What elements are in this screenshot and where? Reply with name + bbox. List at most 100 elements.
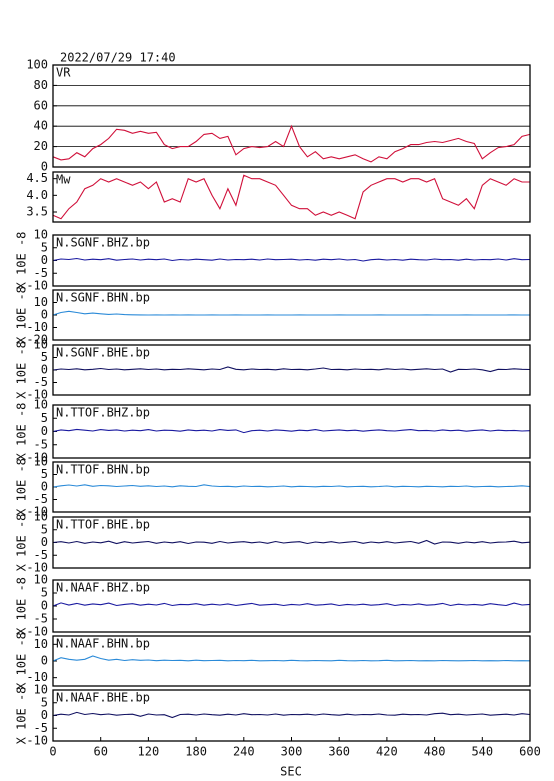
x-tick-label: 600	[519, 745, 541, 759]
panel-label: N.SGNF.BHZ.bp	[56, 236, 150, 250]
y-tick-label: 5	[41, 467, 48, 481]
y-tick-label: -5	[34, 437, 48, 451]
y-tick-label: -5	[34, 492, 48, 506]
x-tick-label: 240	[233, 745, 255, 759]
y-tick-label: -5	[34, 266, 48, 280]
y-tick-label: 10	[34, 455, 48, 469]
y-axis-label: X 10E -8	[15, 514, 29, 572]
y-axis-label: X 10E -8	[15, 632, 29, 690]
y-tick-label: 5	[41, 240, 48, 254]
y-tick-label: 10	[34, 338, 48, 352]
y-tick-label: 100	[26, 58, 48, 72]
y-axis-label: X 10E -8	[15, 232, 29, 290]
y-tick-label: 5	[41, 350, 48, 364]
y-axis-label: X 10E -8	[15, 458, 29, 516]
y-tick-label: 10	[34, 228, 48, 242]
y-tick-label: 40	[34, 119, 48, 133]
series-line	[52, 602, 531, 607]
series-line	[52, 711, 531, 719]
panel-frame	[52, 289, 531, 341]
x-tick-label: 480	[424, 745, 446, 759]
chart-title: 2022/07/29 17:40	[60, 51, 176, 65]
x-tick-label: 420	[376, 745, 398, 759]
y-tick-label: 4.0	[26, 188, 48, 202]
y-tick-label: 0	[41, 708, 48, 722]
y-tick-label: 10	[34, 295, 48, 309]
x-tick-label: 0	[49, 745, 56, 759]
panel-label: N.SGNF.BHN.bp	[56, 291, 150, 305]
y-axis-label: X 10E -8	[15, 403, 29, 461]
y-tick-label: -10	[26, 505, 48, 519]
y-tick-label: -5	[34, 548, 48, 562]
y-tick-label: 10	[34, 398, 48, 412]
y-tick-label: -10	[26, 670, 48, 684]
x-tick-label: 360	[328, 745, 350, 759]
series-line	[52, 174, 530, 220]
series-line	[52, 257, 531, 262]
y-tick-label: 80	[34, 78, 48, 92]
series-line	[52, 655, 531, 662]
series-line	[52, 124, 531, 163]
panel-label: N.SGNF.BHE.bp	[56, 346, 150, 360]
y-tick-label: 0	[41, 160, 48, 174]
series-line	[52, 539, 531, 545]
y-axis-label: X 10E -8	[15, 286, 29, 344]
y-tick-label: 5	[41, 411, 48, 425]
panel-label: N.TTOF.BHZ.bp	[56, 406, 150, 420]
y-tick-label: -20	[26, 333, 48, 347]
y-tick-label: -10	[26, 388, 48, 402]
y-tick-label: 0	[41, 253, 48, 267]
panel-label: N.NAAF.BHZ.bp	[56, 581, 150, 595]
x-tick-label: 540	[471, 745, 493, 759]
y-tick-label: 0	[41, 308, 48, 322]
y-axis-label: X 10E -8	[15, 577, 29, 635]
panel-label: N.NAAF.BHE.bp	[56, 691, 150, 705]
x-tick-label: 180	[185, 745, 207, 759]
panel-frame	[52, 516, 531, 569]
panel-frame	[52, 461, 531, 513]
panel-label: N.TTOF.BHN.bp	[56, 463, 150, 477]
y-tick-label: 0	[41, 599, 48, 613]
x-tick-label: 60	[93, 745, 107, 759]
y-tick-label: 0	[41, 363, 48, 377]
y-tick-label: 10	[34, 683, 48, 697]
y-tick-label: -10	[26, 625, 48, 639]
y-tick-label: -10	[26, 451, 48, 465]
y-tick-label: -5	[34, 375, 48, 389]
y-tick-label: 0	[41, 535, 48, 549]
y-tick-label: 60	[34, 98, 48, 112]
y-tick-label: 10	[34, 637, 48, 651]
y-tick-label: -5	[34, 721, 48, 735]
y-tick-label: -10	[26, 561, 48, 575]
y-tick-label: -10	[26, 279, 48, 293]
y-tick-label: 5	[41, 522, 48, 536]
y-tick-label: -10	[26, 320, 48, 334]
panel-label: Mw	[56, 173, 71, 187]
panel-frame	[52, 344, 531, 396]
y-tick-label: 5	[41, 586, 48, 600]
y-tick-label: 4.5	[26, 171, 48, 185]
series-line	[52, 428, 531, 434]
y-tick-label: 5	[41, 695, 48, 709]
y-tick-label: -5	[34, 612, 48, 626]
series-line	[52, 484, 531, 488]
panel-label: VR	[56, 66, 71, 80]
y-axis-label: X 10E -8	[15, 341, 29, 399]
y-tick-label: 10	[34, 510, 48, 524]
y-tick-label: -10	[26, 734, 48, 748]
x-tick-label: 120	[138, 745, 160, 759]
y-tick-label: 20	[34, 139, 48, 153]
panel-frame	[52, 234, 531, 287]
y-tick-label: 0	[41, 654, 48, 668]
y-axis-label: X 10E -8	[15, 687, 29, 745]
series-line	[52, 366, 531, 373]
panel-label: N.TTOF.BHE.bp	[56, 518, 150, 532]
x-axis-label: SEC	[280, 765, 302, 779]
x-tick-label: 300	[281, 745, 303, 759]
y-tick-label: 10	[34, 573, 48, 587]
series-line	[52, 310, 530, 316]
panel-frame	[52, 635, 531, 687]
panel-frame	[52, 64, 531, 168]
panel-frame	[52, 579, 531, 633]
